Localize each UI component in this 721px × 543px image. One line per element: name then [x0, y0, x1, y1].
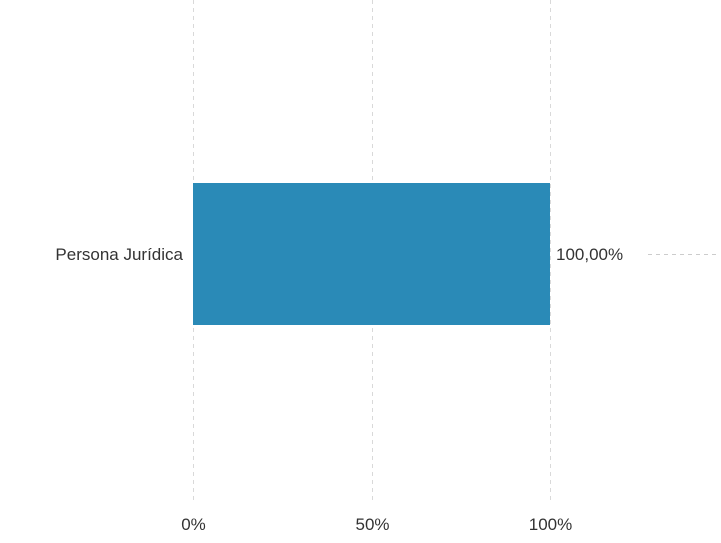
value-label: 100,00%	[556, 245, 623, 264]
bars	[193, 183, 550, 325]
x-tick-label: 100%	[529, 515, 572, 534]
category-label: Persona Jurídica	[55, 245, 183, 264]
labels: Persona Jurídica 100,00%	[55, 245, 716, 264]
x-axis-ticks: 0% 50% 100%	[181, 515, 572, 534]
x-tick-label: 0%	[181, 515, 206, 534]
x-tick-label: 50%	[355, 515, 389, 534]
bar	[193, 183, 550, 325]
